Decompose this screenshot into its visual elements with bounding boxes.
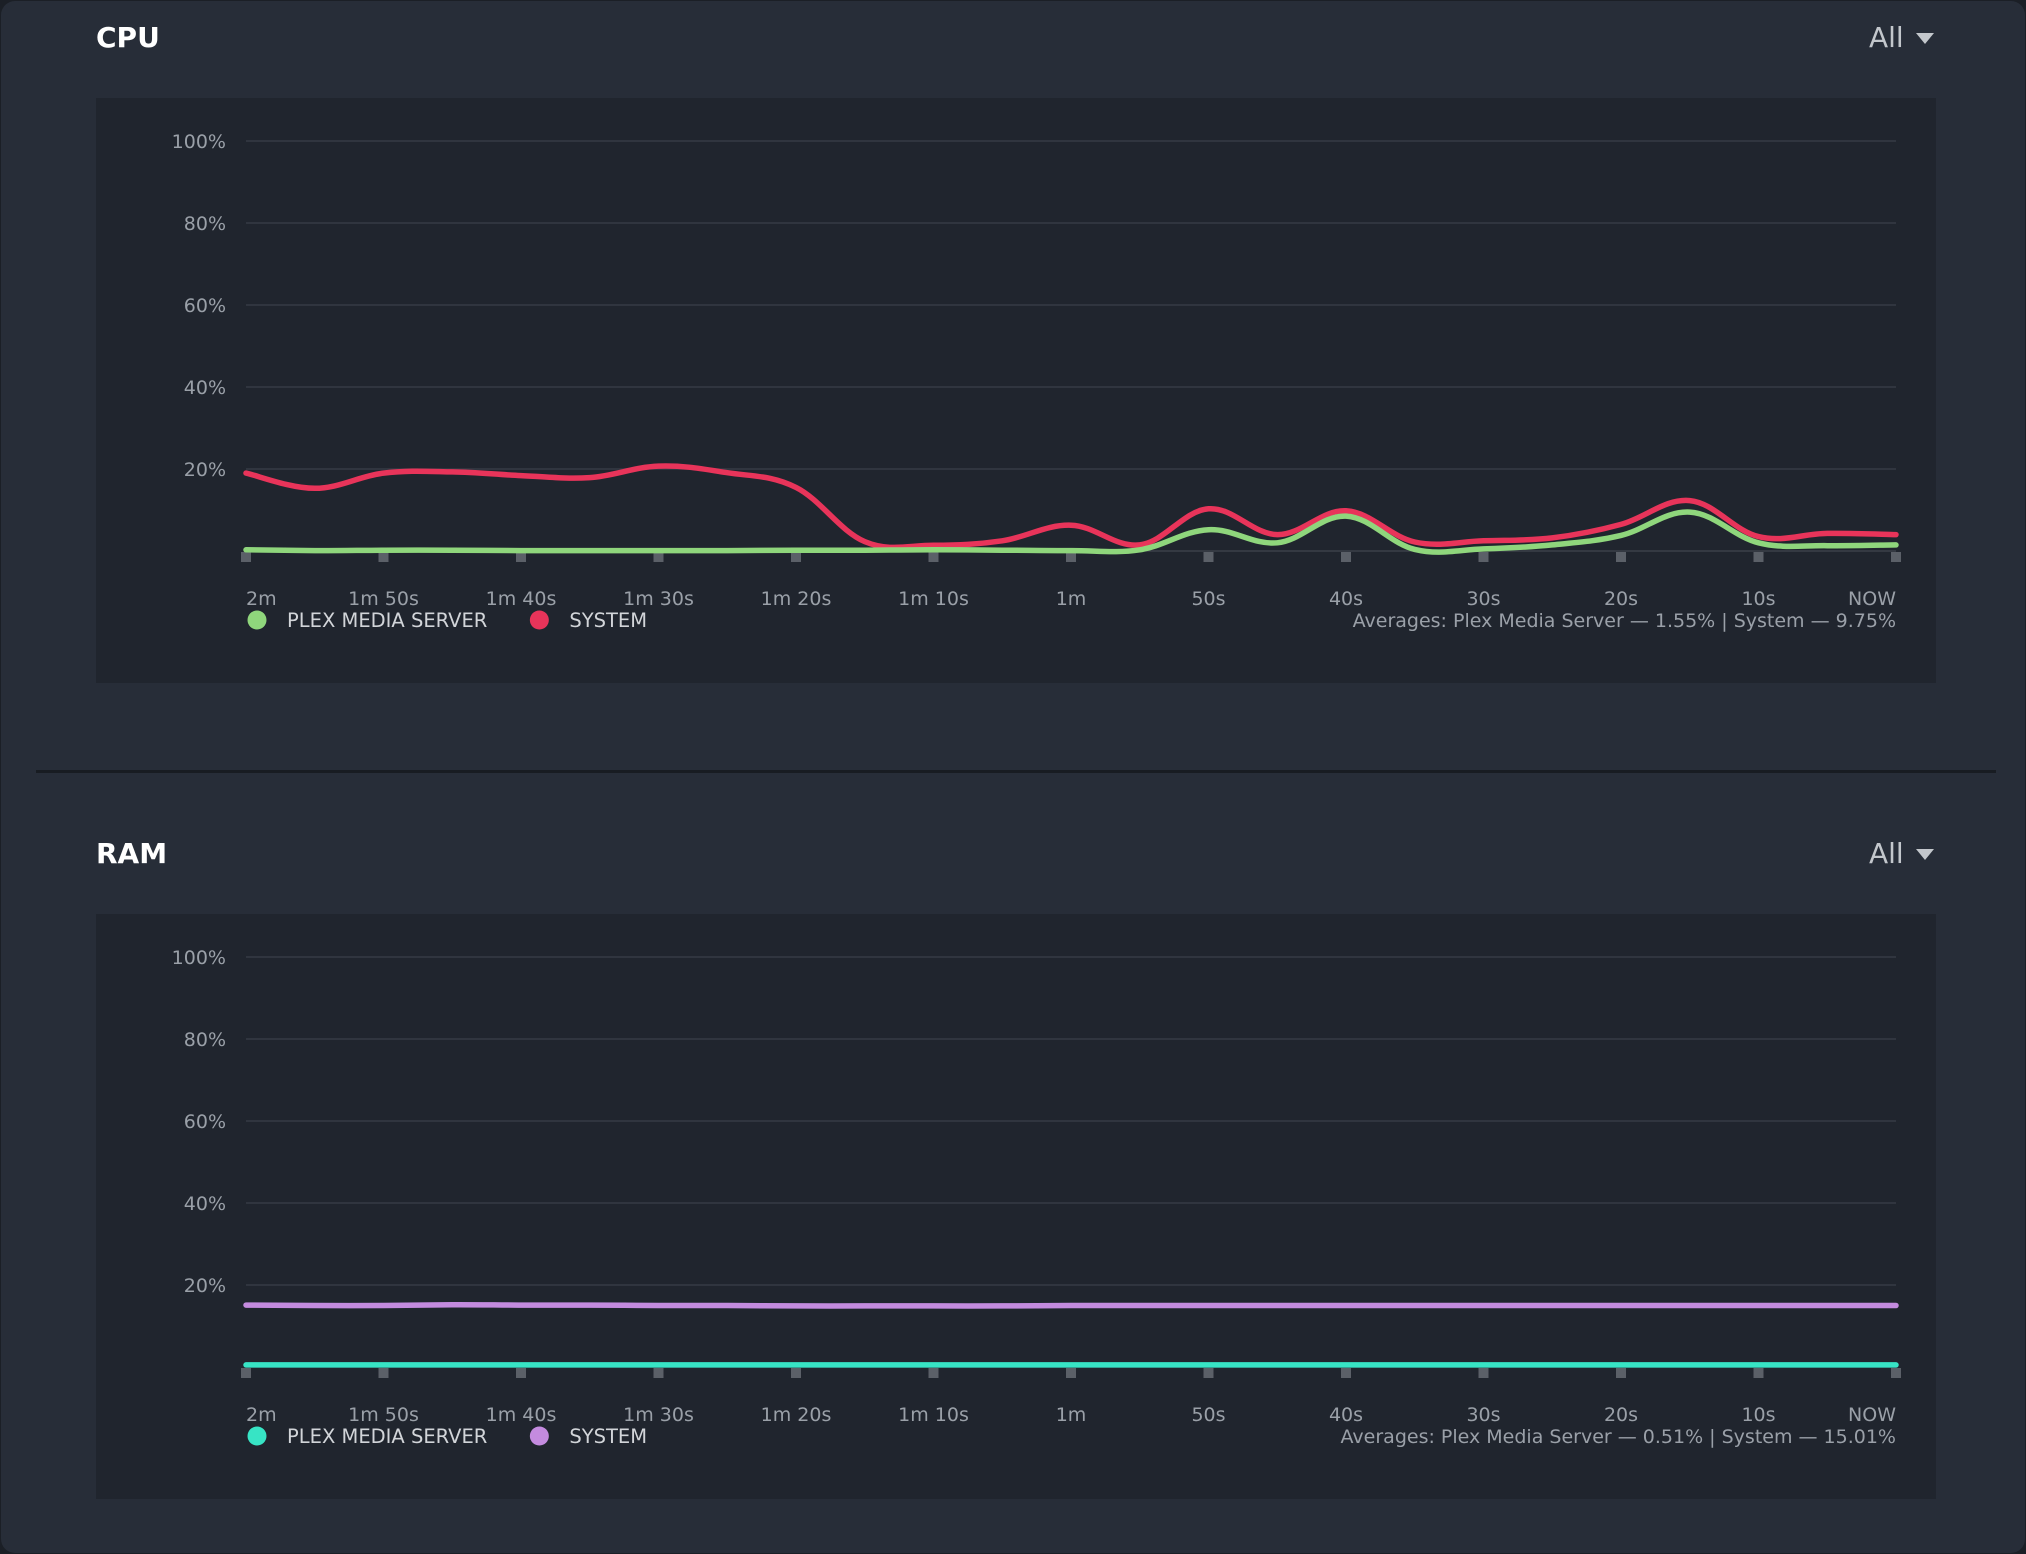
x-tick-label: 10s <box>1741 588 1775 610</box>
ram-chart: 100% 80% 60% 40% 20% 2m 1m 50s 1m 40s 1m 30s 1m 2… <box>172 947 1901 1448</box>
x-tick-mark <box>1891 1368 1901 1378</box>
x-tick-label: 40s <box>1329 588 1363 610</box>
x-tick-label: 50s <box>1191 588 1225 610</box>
series-line <box>243 1301 1899 1309</box>
x-tick-mark <box>1341 1368 1351 1378</box>
x-tick-mark <box>653 1368 664 1378</box>
x-tick-label: 1m 10s <box>898 1404 969 1426</box>
x-tick-mark <box>928 1368 939 1378</box>
x-tick-mark <box>241 552 251 562</box>
x-tick-mark <box>1616 552 1626 562</box>
x-tick-mark <box>516 1368 526 1378</box>
ram-filter-dropdown[interactable]: All <box>1869 837 1934 870</box>
x-tick-label: 1m 50s <box>348 1404 419 1426</box>
cpu-filter-dropdown[interactable]: All <box>1869 21 1934 54</box>
legend-dot <box>247 1426 267 1446</box>
x-tick-mark <box>1616 1368 1626 1378</box>
x-tick-mark <box>791 552 801 562</box>
legend-label: SYSTEM <box>569 1425 647 1448</box>
x-tick-mark <box>1066 1368 1076 1378</box>
x-tick-mark <box>791 1368 801 1378</box>
chevron-down-icon <box>1915 849 1934 860</box>
x-tick-label: 1m 30s <box>623 1404 694 1426</box>
ram-filter-value: All <box>1869 837 1904 870</box>
averages-text: Averages: Plex Media Server — 1.55% | Sy… <box>1353 610 1896 632</box>
cpu-section-title: CPU <box>96 21 160 54</box>
x-tick-label: NOW <box>1848 1404 1896 1426</box>
x-tick-label: 1m 20s <box>761 1404 832 1426</box>
x-tick-label: 1m 10s <box>898 588 969 610</box>
cpu-filter-value: All <box>1869 21 1904 54</box>
y-tick-label: 20% <box>184 459 226 481</box>
x-tick-mark <box>1066 552 1076 562</box>
x-tick-mark <box>1753 1368 1764 1378</box>
x-tick-mark <box>378 1368 389 1378</box>
x-tick-label: 30s <box>1466 588 1500 610</box>
y-tick-label: 60% <box>184 1111 226 1133</box>
x-tick-mark <box>1341 552 1351 562</box>
chevron-down-icon <box>1915 33 1934 44</box>
x-tick-label: 1m 40s <box>486 588 557 610</box>
x-tick-mark <box>1203 552 1214 562</box>
x-tick-label: 1m 50s <box>348 588 419 610</box>
section-divider <box>36 770 1996 773</box>
series-line <box>243 463 1899 551</box>
x-tick-mark <box>1891 552 1901 562</box>
y-tick-label: 40% <box>184 1193 226 1215</box>
averages-text: Averages: Plex Media Server — 0.51% | Sy… <box>1341 1426 1896 1448</box>
x-tick-mark <box>378 552 389 562</box>
legend-label: SYSTEM <box>569 609 647 632</box>
x-tick-mark <box>653 552 664 562</box>
x-tick-label: 1m 20s <box>761 588 832 610</box>
legend-label: PLEX MEDIA SERVER <box>287 1425 487 1448</box>
y-tick-label: 100% <box>172 131 226 153</box>
ram-section-title: RAM <box>96 837 168 870</box>
y-tick-label: 20% <box>184 1275 226 1297</box>
y-tick-label: 60% <box>184 295 226 317</box>
x-tick-label: 1m <box>1056 1404 1087 1426</box>
x-tick-mark <box>928 552 939 562</box>
y-tick-label: 80% <box>184 1029 226 1051</box>
x-tick-label: 1m 40s <box>486 1404 557 1426</box>
y-tick-label: 80% <box>184 213 226 235</box>
x-tick-label: 20s <box>1604 1404 1638 1426</box>
x-tick-mark <box>1478 552 1489 562</box>
cpu-chart-panel: 100% 80% 60% 40% 20% 2m 1m 50s 1m 40s 1m 30s 1m 2… <box>96 98 1936 683</box>
x-tick-label: 20s <box>1604 588 1638 610</box>
legend-label: PLEX MEDIA SERVER <box>287 609 487 632</box>
x-tick-label: 50s <box>1191 1404 1225 1426</box>
y-tick-label: 40% <box>184 377 226 399</box>
x-tick-label: NOW <box>1848 588 1896 610</box>
legend-dot <box>529 1426 549 1446</box>
x-tick-label: 30s <box>1466 1404 1500 1426</box>
cpu-chart: 100% 80% 60% 40% 20% 2m 1m 50s 1m 40s 1m 30s 1m 2… <box>172 131 1901 632</box>
x-tick-mark <box>241 1368 251 1378</box>
series-line <box>243 509 1899 555</box>
legend-dot <box>247 610 267 630</box>
x-tick-mark <box>1203 1368 1214 1378</box>
x-tick-mark <box>516 552 526 562</box>
ram-chart-panel: 100% 80% 60% 40% 20% 2m 1m 50s 1m 40s 1m 30s 1m 2… <box>96 914 1936 1499</box>
x-tick-mark <box>1753 552 1764 562</box>
x-tick-label: 10s <box>1741 1404 1775 1426</box>
x-tick-label: 1m 30s <box>623 588 694 610</box>
y-tick-label: 100% <box>172 947 226 969</box>
x-tick-label: 2m <box>246 588 277 610</box>
x-tick-label: 1m <box>1056 588 1087 610</box>
x-tick-label: 2m <box>246 1404 277 1426</box>
x-tick-label: 40s <box>1329 1404 1363 1426</box>
x-tick-mark <box>1478 1368 1489 1378</box>
legend-dot <box>529 610 549 630</box>
